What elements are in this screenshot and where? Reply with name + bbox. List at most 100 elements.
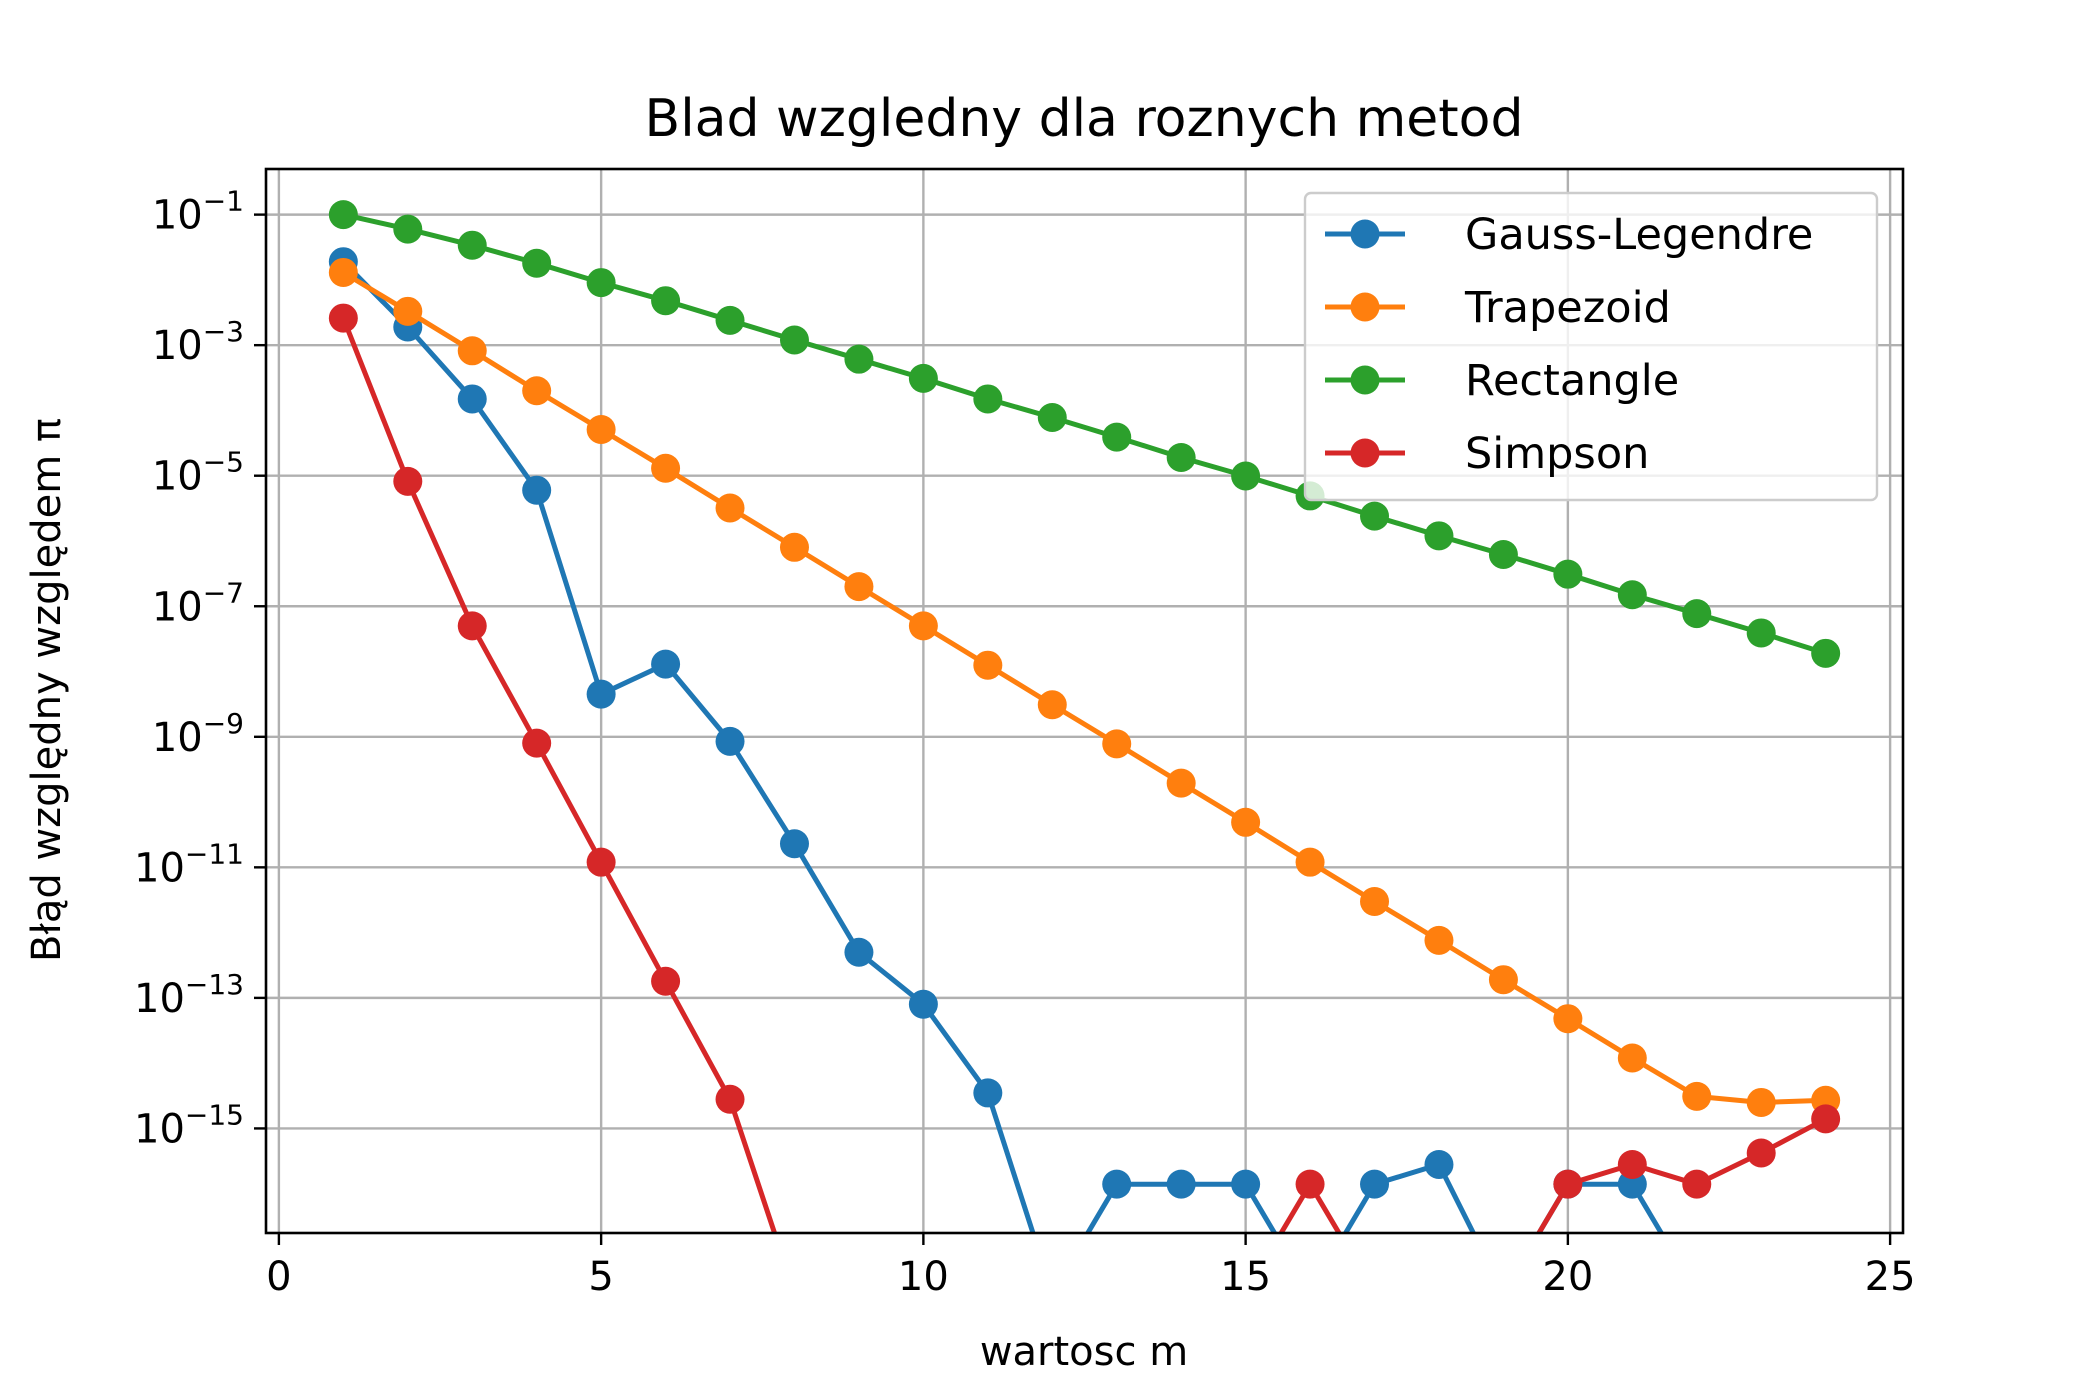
legend-label: Rectangle [1465,356,1679,406]
legend-marker [1350,438,1380,468]
x-tick-label: 0 [266,1254,291,1300]
data-point [457,384,487,414]
data-point [1102,1169,1132,1199]
legend-box [1303,191,1879,502]
data-point [908,989,938,1019]
data-point [715,1084,745,1114]
y-axis-title: Błąd względny względem π [24,418,70,962]
legend-item: Rectangle [1325,356,1679,406]
data-point [651,966,681,996]
legend-marker [1350,365,1380,395]
data-point [522,475,552,505]
data-point [1037,690,1067,720]
data-point [715,726,745,756]
data-point [1424,925,1454,955]
y-tick-label: 10−13 [134,968,244,1022]
data-point [908,363,938,393]
series-trapezoid [328,257,1841,1117]
plot-frame [264,167,1905,1235]
data-point [1295,1169,1325,1199]
data-point [1746,618,1776,648]
x-tick-label: 20 [1542,1254,1593,1300]
data-point [393,214,423,244]
y-tick-label: 10−1 [152,185,244,239]
data-point [844,572,874,602]
x-tick-label: 10 [898,1254,949,1300]
data-point [1617,580,1647,610]
data-point [1231,461,1261,491]
data-point [973,1078,1003,1108]
series-layer [328,200,1841,1233]
data-point [1617,1043,1647,1073]
x-tick-label: 15 [1220,1254,1271,1300]
data-point [651,649,681,679]
legend: Gauss-Legendre Trapezoid Rectangle Simpson [1303,191,1879,502]
data-point [586,679,616,709]
data-point [779,325,809,355]
data-point [1488,540,1518,570]
legend-item: Trapezoid [1325,283,1671,333]
data-point [1488,965,1518,995]
data-point [715,305,745,335]
legend-label: Trapezoid [1464,283,1671,333]
data-point [522,248,552,278]
data-point [779,829,809,859]
legend-marker [1350,292,1380,322]
data-point [1166,1169,1196,1199]
data-point [393,296,423,326]
data-point [651,453,681,483]
data-point [1424,521,1454,551]
y-tick-label: 10−7 [152,576,244,630]
data-point [328,200,358,230]
data-point [1360,1169,1390,1199]
data-point [844,344,874,374]
data-point [1037,402,1067,432]
data-point [1746,1138,1776,1168]
series-rectangle [328,200,1841,668]
legend-item: Gauss-Legendre [1325,210,1813,260]
x-tick-label: 5 [588,1254,613,1300]
data-point [457,230,487,260]
y-tick-label: 10−3 [152,315,244,369]
data-point [586,268,616,298]
data-point [1360,501,1390,531]
data-point [1617,1150,1647,1180]
data-point [1424,1150,1454,1180]
data-point [328,257,358,287]
data-point [973,650,1003,680]
y-tick-label: 10−11 [134,837,244,891]
data-point [1682,1081,1712,1111]
y-tick-label: 10−5 [152,446,244,500]
data-point [1295,847,1325,877]
data-point [1166,443,1196,473]
data-point [1102,729,1132,759]
data-point [457,611,487,641]
data-point [328,303,358,333]
data-point [586,415,616,445]
series-simpson [328,303,1841,1233]
data-point [1231,1169,1261,1199]
legend-item: Simpson [1325,429,1649,479]
legend-marker [1350,219,1380,249]
data-point [1811,1104,1841,1134]
x-tick-label: 25 [1865,1254,1916,1300]
data-point [715,493,745,523]
legend-label: Gauss-Legendre [1465,210,1813,260]
data-point [1102,422,1132,452]
data-point [651,286,681,316]
data-point [1231,807,1261,837]
data-point [779,532,809,562]
data-point [973,384,1003,414]
data-point [1682,599,1712,629]
data-point [1811,638,1841,668]
data-point [844,937,874,967]
data-point [522,376,552,406]
data-point [586,847,616,877]
ticks: 0 5 10 15 20 25 10−1 10−3 10−5 10−7 10−9 10−11 10−13… [134,185,1916,1300]
x-axis-title: wartosc m [980,1329,1188,1375]
data-point [1166,768,1196,798]
data-point [908,611,938,641]
legend-label: Simpson [1465,429,1649,479]
data-point [393,466,423,496]
